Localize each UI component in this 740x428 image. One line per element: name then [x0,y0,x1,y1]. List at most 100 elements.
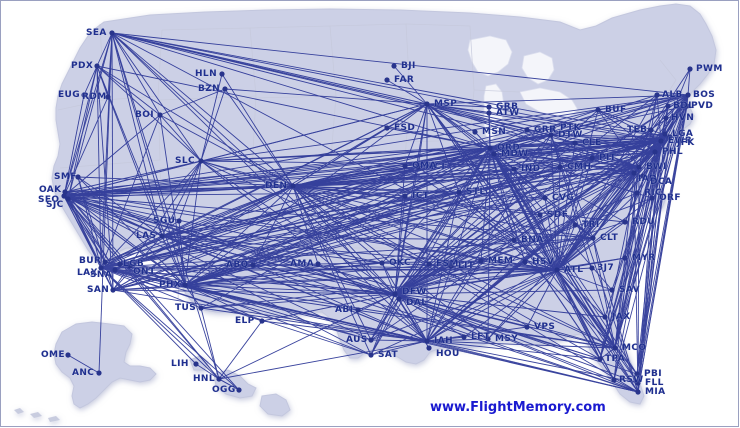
airport-marker-sna[interactable] [112,267,118,273]
airport-marker-pvd[interactable] [684,103,690,109]
airport-marker-ind[interactable] [511,166,517,172]
airport-marker-tus[interactable] [198,305,204,311]
airport-marker-pdx[interactable] [94,63,100,69]
airport-marker-vps[interactable] [524,324,530,330]
airport-marker-rdu[interactable] [622,219,628,225]
airport-marker-bzn[interactable] [222,86,228,92]
airport-marker-sat[interactable] [368,352,374,358]
airport-marker-oak[interactable] [62,189,68,195]
airport-marker-jfk[interactable] [667,134,673,140]
airport-marker-buf[interactable] [595,107,601,113]
airport-marker-3j7[interactable] [589,265,595,271]
airport-marker-hvn[interactable] [663,115,669,121]
airport-marker-abq[interactable] [250,262,256,268]
airport-marker-mem[interactable] [478,258,484,264]
airport-marker-phx[interactable] [182,282,188,288]
airport-marker-cmh[interactable] [557,164,563,170]
airport-marker-ptk[interactable] [550,125,556,131]
airport-marker-san[interactable] [110,287,116,293]
airport-marker-mdw[interactable] [491,151,497,157]
airport-marker-teb[interactable] [648,127,654,133]
airport-marker-dca[interactable] [640,173,646,179]
airport-marker-mia[interactable] [635,389,641,395]
airport-marker-hou[interactable] [426,345,432,351]
airport-marker-mco[interactable] [612,345,618,351]
airport-marker-lgb[interactable] [117,261,123,267]
airport-marker-sea[interactable] [109,30,115,36]
airport-marker-ome[interactable] [65,352,71,358]
airport-marker-lax[interactable] [98,265,104,271]
airport-marker-fsm[interactable] [426,261,432,267]
airport-marker-dtw[interactable] [548,132,554,138]
airport-marker-rsw[interactable] [611,377,617,383]
airport-marker-smf[interactable] [75,174,81,180]
airport-marker-orf[interactable] [649,195,655,201]
airport-marker-oma[interactable] [402,163,408,169]
airport-marker-rdm[interactable] [105,94,111,100]
airport-marker-atw[interactable] [486,110,492,116]
airport-marker-hsv[interactable] [522,259,528,265]
airport-marker-bwi[interactable] [636,164,642,170]
airport-marker-pit[interactable] [589,155,595,161]
airport-marker-sfo[interactable] [61,193,67,199]
airport-marker-tpa[interactable] [597,356,603,362]
airport-marker-eug[interactable] [81,92,87,98]
airport-marker-slc[interactable] [198,158,204,164]
airport-marker-aus[interactable] [368,337,374,343]
airport-marker-cvg[interactable] [542,195,548,201]
airport-marker-iad[interactable] [631,170,637,176]
airport-marker-msy[interactable] [485,336,491,342]
airport-marker-dal[interactable] [396,296,402,302]
airport-marker-las[interactable] [159,233,165,239]
airport-marker-stl[interactable] [456,189,462,195]
airport-marker-ord[interactable] [487,145,493,151]
airport-marker-bos[interactable] [685,92,691,98]
airport-marker-pbi[interactable] [634,371,640,377]
airport-marker-phl[interactable] [652,149,658,155]
airport-marker-lft[interactable] [461,334,467,340]
airport-marker-lga[interactable] [662,131,668,137]
airport-marker-fll[interactable] [635,380,641,386]
airport-marker-bji[interactable] [391,63,397,69]
airport-marker-jax[interactable] [602,314,608,320]
airport-marker-sgu[interactable] [176,218,182,224]
airport-marker-bna[interactable] [511,237,517,243]
airport-marker-grb[interactable] [486,104,492,110]
airport-marker-anc[interactable] [96,370,102,376]
airport-marker-alb[interactable] [654,92,660,98]
airport-marker-abi[interactable] [355,307,361,313]
airport-marker-dfw[interactable] [392,291,398,297]
airport-marker-sjc[interactable] [65,196,71,202]
airport-marker-grr[interactable] [524,127,530,133]
airport-marker-hnl[interactable] [216,376,222,382]
airport-marker-bdl[interactable] [665,103,671,109]
airport-marker-tri[interactable] [572,222,578,228]
airport-marker-msp[interactable] [424,101,430,107]
airport-marker-far[interactable] [384,77,390,83]
airport-marker-myr[interactable] [622,255,628,261]
airport-marker-ama[interactable] [315,261,321,267]
airport-marker-ric[interactable] [634,190,640,196]
airport-marker-bur[interactable] [102,259,108,265]
airport-marker-msn[interactable] [472,129,478,135]
airport-marker-ogg[interactable] [236,387,242,393]
airport-marker-lit[interactable] [448,263,454,269]
airport-marker-elp[interactable] [259,318,265,324]
airport-marker-sav[interactable] [609,287,615,293]
airport-marker-den[interactable] [290,183,296,189]
airport-marker-mci[interactable] [415,164,421,170]
airport-marker-hln[interactable] [219,71,225,77]
airport-marker-sdf[interactable] [537,212,543,218]
airport-marker-ict[interactable] [402,193,408,199]
airport-marker-iah[interactable] [424,338,430,344]
airport-marker-ont[interactable] [127,263,133,269]
airport-marker-fsd[interactable] [384,125,390,131]
airport-marker-clt[interactable] [590,235,596,241]
airport-marker-boi[interactable] [157,112,163,118]
airport-marker-ewr[interactable] [658,138,664,144]
airport-marker-lih[interactable] [193,361,199,367]
airport-marker-cle[interactable] [572,140,578,146]
airport-marker-atl[interactable] [554,267,560,273]
airport-marker-okc[interactable] [379,260,385,266]
airport-marker-pwm[interactable] [687,66,693,72]
